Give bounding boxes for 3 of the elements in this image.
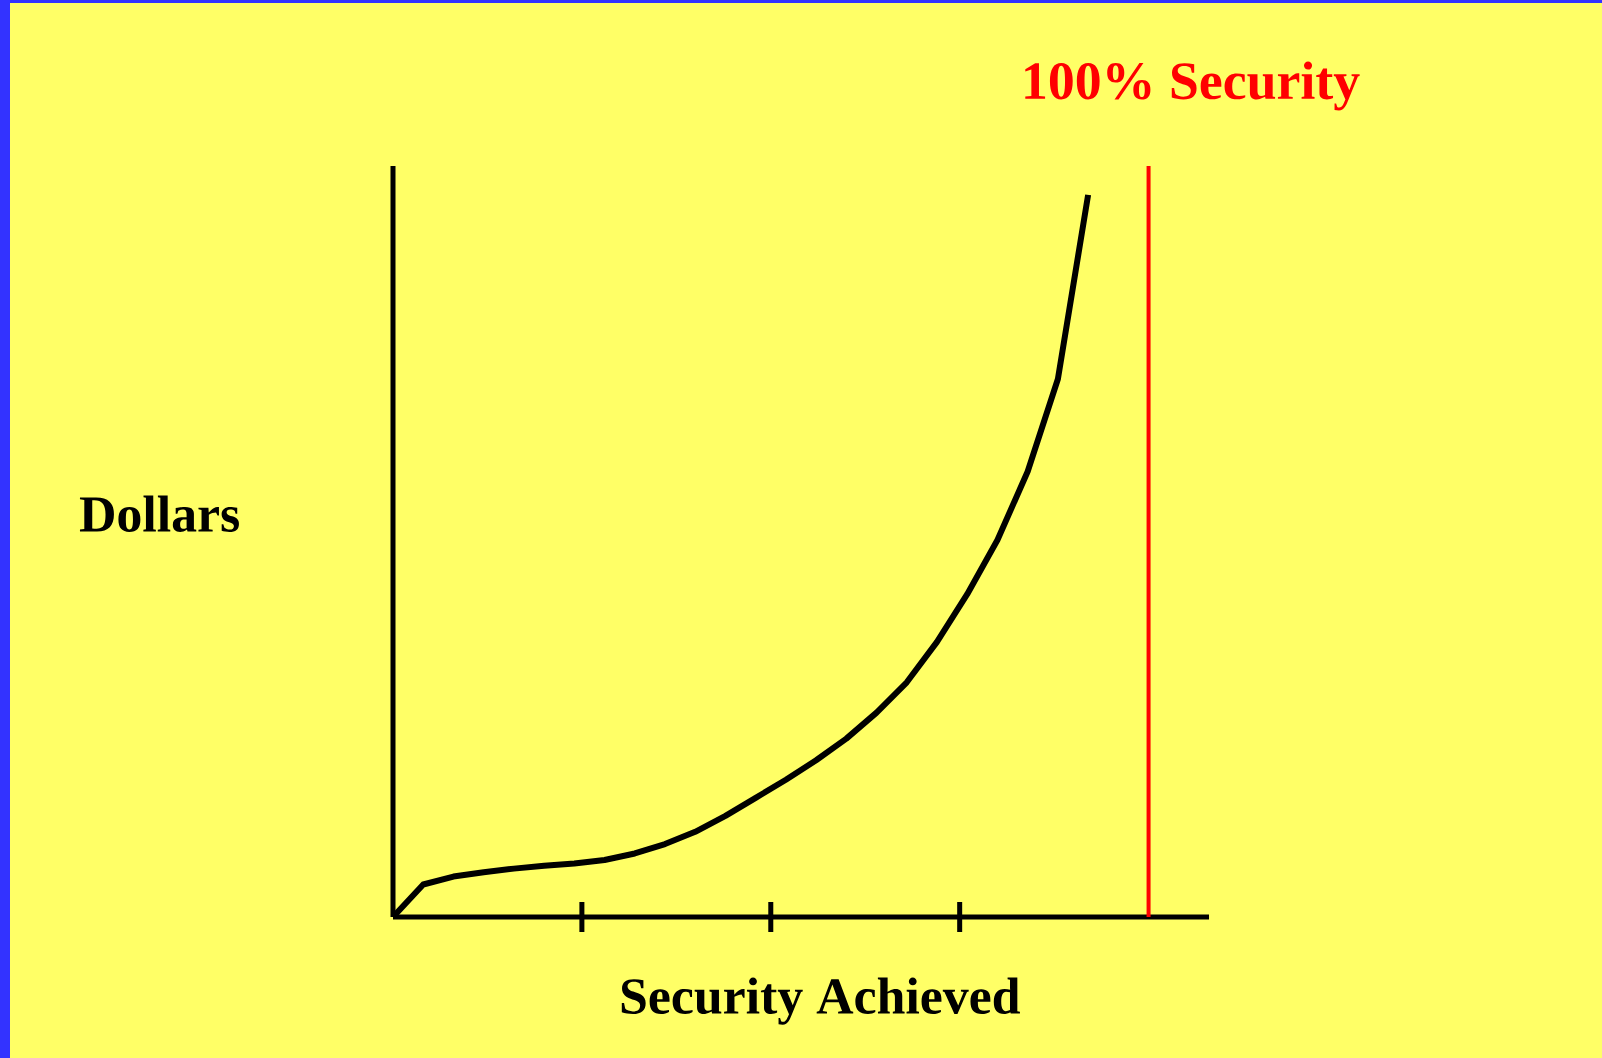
x-axis-title: Security Achieved (621, 977, 1020, 1025)
text: 100% Security (1025, 61, 1360, 111)
y-axis-title: Dollars (79, 495, 239, 532)
